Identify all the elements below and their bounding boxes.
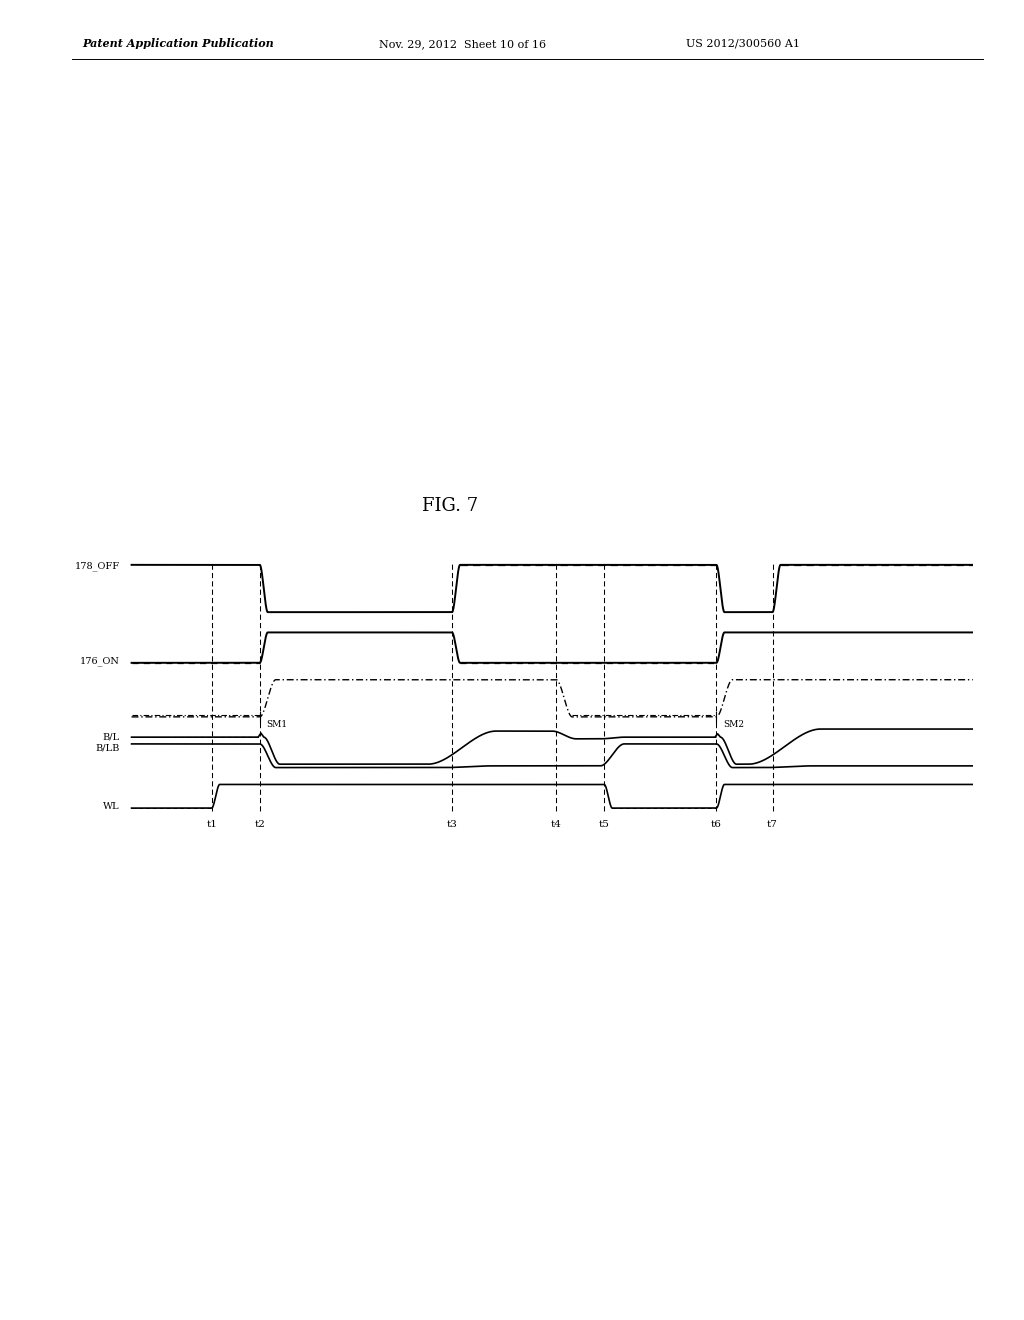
- Text: t7: t7: [767, 820, 778, 829]
- Text: t3: t3: [446, 820, 458, 829]
- Text: 178_OFF: 178_OFF: [75, 562, 120, 572]
- Text: t2: t2: [254, 820, 265, 829]
- Text: t1: t1: [206, 820, 217, 829]
- Text: SM2: SM2: [723, 719, 743, 729]
- Text: US 2012/300560 A1: US 2012/300560 A1: [686, 38, 800, 49]
- Text: SM1: SM1: [266, 719, 288, 729]
- Text: FIG. 7: FIG. 7: [423, 496, 478, 515]
- Text: 176_ON: 176_ON: [80, 656, 120, 667]
- Text: Nov. 29, 2012  Sheet 10 of 16: Nov. 29, 2012 Sheet 10 of 16: [379, 38, 546, 49]
- Text: WL: WL: [103, 803, 120, 810]
- Text: Patent Application Publication: Patent Application Publication: [82, 38, 273, 49]
- Text: t6: t6: [711, 820, 722, 829]
- Text: t5: t5: [599, 820, 609, 829]
- Text: B/LB: B/LB: [95, 743, 120, 752]
- Text: t4: t4: [551, 820, 561, 829]
- Text: B/L: B/L: [102, 733, 120, 742]
